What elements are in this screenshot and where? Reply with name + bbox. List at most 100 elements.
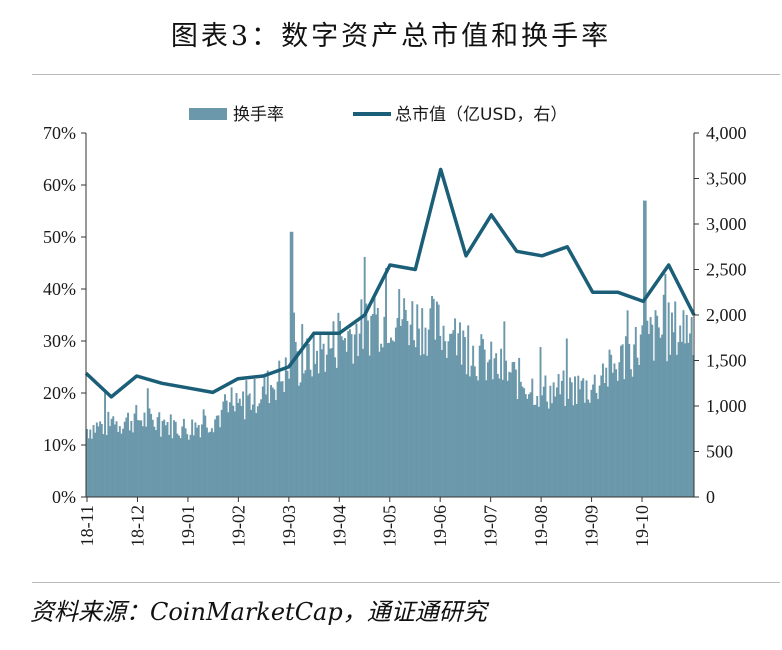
turnover-bar [385, 268, 388, 497]
turnover-bar [583, 402, 586, 497]
turnover-bar [337, 312, 340, 497]
turnover-bar [240, 405, 243, 497]
turnover-bar [424, 327, 427, 497]
turnover-bar [509, 372, 512, 497]
turnover-bar [319, 334, 322, 497]
turnover-bar [365, 303, 368, 497]
turnover-bar [301, 324, 304, 497]
turnover-bar [666, 361, 668, 497]
turnover-bar [118, 426, 121, 497]
turnover-bar [593, 374, 596, 497]
turnover-bar [368, 355, 371, 497]
turnover-bar [270, 385, 272, 497]
turnover-bar [480, 334, 483, 497]
turnover-bar [207, 432, 210, 497]
turnover-bar [657, 327, 660, 497]
turnover-bar [136, 420, 139, 497]
turnover-bar [145, 426, 148, 497]
turnover-bar [197, 425, 200, 497]
turnover-bar [184, 428, 187, 497]
turnover-bar [388, 342, 391, 497]
turnover-bar [393, 341, 396, 497]
turnover-bar [680, 341, 683, 497]
turnover-bar [288, 378, 291, 497]
turnover-bar [112, 416, 115, 497]
right-tick-label: 4,000 [706, 123, 747, 143]
turnover-bars [86, 200, 695, 498]
turnover-bar [230, 387, 233, 497]
turnover-bar [505, 360, 507, 497]
left-tick-label: 70% [43, 123, 76, 143]
turnover-bar [146, 388, 149, 497]
turnover-bar [265, 394, 268, 497]
turnover-bar [620, 345, 622, 497]
turnover-bar [419, 355, 422, 497]
turnover-bar [659, 337, 662, 497]
turnover-bar [692, 354, 695, 497]
turnover-bar [366, 320, 369, 497]
turnover-bar [373, 294, 376, 497]
x-tick-label: 19-02 [228, 505, 248, 547]
turnover-bar [598, 385, 601, 497]
turnover-bar [316, 350, 318, 497]
turnover-bar [459, 322, 461, 497]
turnover-bar [585, 380, 588, 497]
turnover-bar [570, 382, 573, 497]
legend-swatch-bars [189, 108, 227, 120]
turnover-bar [536, 395, 539, 497]
right-tick-label: 1,500 [706, 351, 747, 371]
turnover-bar [422, 354, 425, 497]
turnover-bar [486, 362, 489, 497]
turnover-bar [638, 364, 641, 497]
x-tick-label: 19-06 [430, 505, 450, 547]
turnover-bar [411, 301, 414, 497]
turnover-bar [171, 438, 174, 497]
turnover-bar [457, 333, 460, 497]
turnover-bar [557, 374, 560, 497]
turnover-bar [151, 419, 154, 497]
turnover-bar [613, 363, 616, 497]
turnover-bar [574, 376, 576, 497]
turnover-bar [266, 370, 269, 497]
turnover-bar [559, 394, 562, 497]
turnover-bar [99, 421, 102, 497]
turnover-bar [381, 347, 384, 497]
turnover-bar [294, 341, 297, 497]
turnover-bar [552, 382, 555, 497]
turnover-bar [542, 386, 545, 497]
turnover-bar [646, 320, 649, 497]
turnover-bar [403, 298, 406, 497]
turnover-bar [179, 438, 182, 497]
turnover-bar [669, 354, 672, 497]
turnover-bar [92, 425, 95, 497]
turnover-bar [667, 302, 670, 497]
turnover-bar [409, 324, 412, 497]
turnover-bar [173, 420, 176, 497]
turnover-bar [100, 424, 103, 497]
turnover-bar [565, 338, 568, 497]
right-tick-label: 500 [706, 442, 733, 462]
turnover-bar [224, 394, 226, 497]
x-tick-label: 19-05 [380, 505, 400, 547]
turnover-bar [178, 435, 180, 497]
turnover-bar [86, 428, 88, 497]
turnover-bar [513, 361, 516, 497]
turnover-bar [202, 409, 205, 497]
turnover-bar [431, 295, 434, 497]
turnover-bar [260, 399, 263, 497]
turnover-bar [631, 376, 634, 497]
turnover-bar [209, 431, 212, 497]
turnover-bar [271, 387, 274, 497]
turnover-bar [572, 405, 575, 497]
turnover-bar [347, 331, 350, 497]
turnover-bar [256, 406, 259, 497]
turnover-bar [274, 400, 277, 497]
turnover-bar [473, 366, 476, 497]
turnover-bar [343, 338, 346, 497]
turnover-bar [603, 382, 606, 497]
turnover-bar [549, 385, 552, 497]
turnover-bar [286, 370, 289, 497]
turnover-bar [539, 347, 542, 497]
turnover-bar [401, 319, 404, 497]
turnover-bar [196, 427, 199, 497]
